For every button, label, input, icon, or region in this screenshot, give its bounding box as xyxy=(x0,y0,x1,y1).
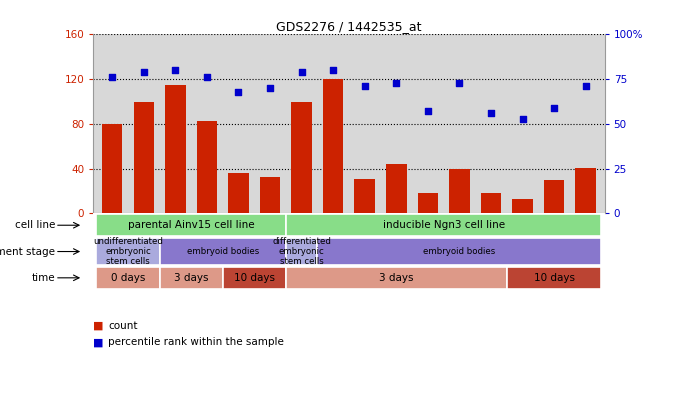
Text: 3 days: 3 days xyxy=(379,273,413,283)
Text: ■: ■ xyxy=(93,337,104,347)
Bar xyxy=(417,193,438,213)
Bar xyxy=(286,214,601,236)
Point xyxy=(580,83,591,90)
Bar xyxy=(481,193,501,213)
Bar xyxy=(228,173,249,213)
Text: 10 days: 10 days xyxy=(234,273,275,283)
Bar xyxy=(323,79,343,213)
Bar xyxy=(97,267,160,289)
Text: 0 days: 0 days xyxy=(111,273,145,283)
Bar xyxy=(286,267,507,289)
Bar xyxy=(160,267,223,289)
Bar xyxy=(223,267,286,289)
Text: time: time xyxy=(31,273,55,283)
Point xyxy=(422,108,433,115)
Point xyxy=(265,85,276,92)
Bar xyxy=(197,121,217,213)
Bar xyxy=(133,102,154,213)
Bar xyxy=(354,179,375,213)
Text: 10 days: 10 days xyxy=(533,273,575,283)
Bar xyxy=(512,199,533,213)
Point xyxy=(170,67,181,73)
Text: inducible Ngn3 cell line: inducible Ngn3 cell line xyxy=(383,220,504,230)
Point xyxy=(359,83,370,90)
Bar xyxy=(97,214,286,236)
Bar xyxy=(576,168,596,213)
Point xyxy=(106,74,117,81)
Text: cell line: cell line xyxy=(15,220,55,230)
Point xyxy=(517,115,528,122)
Bar xyxy=(544,180,565,213)
Bar xyxy=(449,169,470,213)
Bar xyxy=(286,238,317,265)
Bar xyxy=(97,238,160,265)
Point xyxy=(549,104,560,111)
Bar xyxy=(507,267,601,289)
Text: parental Ainv15 cell line: parental Ainv15 cell line xyxy=(128,220,254,230)
Bar xyxy=(260,177,281,213)
Text: embryoid bodies: embryoid bodies xyxy=(424,247,495,256)
Bar xyxy=(317,238,601,265)
Point xyxy=(454,79,465,86)
Text: ■: ■ xyxy=(93,321,104,331)
Point xyxy=(296,69,307,75)
Point xyxy=(391,79,402,86)
Bar xyxy=(292,102,312,213)
Text: undifferentiated
embryonic
stem cells: undifferentiated embryonic stem cells xyxy=(93,237,163,266)
Text: 3 days: 3 days xyxy=(174,273,209,283)
Point xyxy=(328,67,339,73)
Text: development stage: development stage xyxy=(0,247,55,256)
Title: GDS2276 / 1442535_at: GDS2276 / 1442535_at xyxy=(276,20,422,33)
Point xyxy=(138,69,149,75)
Text: embryoid bodies: embryoid bodies xyxy=(187,247,259,256)
Bar xyxy=(386,164,406,213)
Point xyxy=(486,110,497,117)
Bar xyxy=(102,124,122,213)
Text: count: count xyxy=(108,321,138,331)
Bar xyxy=(165,85,186,213)
Text: percentile rank within the sample: percentile rank within the sample xyxy=(108,337,285,347)
Text: differentiated
embryonic
stem cells: differentiated embryonic stem cells xyxy=(272,237,331,266)
Point xyxy=(233,88,244,95)
Point xyxy=(201,74,212,81)
Bar xyxy=(160,238,286,265)
